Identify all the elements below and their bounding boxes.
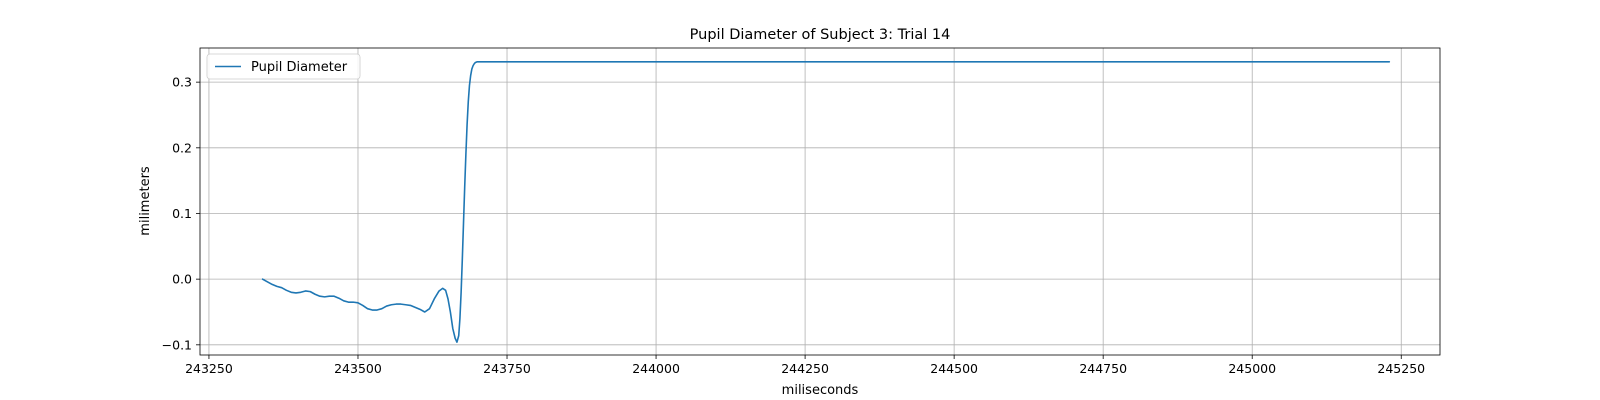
legend-label: Pupil Diameter [251,60,348,75]
x-tick-label: 244000 [632,361,680,376]
x-tick-label: 245250 [1377,361,1425,376]
y-tick-label: 0.0 [172,272,192,287]
y-axis-label: milimeters [138,166,153,236]
legend: Pupil Diameter [206,53,361,80]
x-tick-label: 243250 [185,361,233,376]
x-tick-label: 244250 [781,361,829,376]
y-tick-label: −0.1 [162,337,192,352]
chart-title: Pupil Diameter of Subject 3: Trial 14 [690,27,951,43]
x-tick-label: 243500 [334,361,382,376]
ticks: 243250 243500 243750 244000 244250 244500 2447… [162,75,1426,376]
x-tick-label: 245000 [1228,361,1276,376]
x-tick-label: 244750 [1079,361,1127,376]
x-tick-label: 243750 [483,361,531,376]
x-axis-label: miliseconds [782,383,859,398]
legend-box [206,53,361,80]
x-tick-label: 244500 [930,361,978,376]
y-tick-label: 0.3 [172,75,192,90]
plot-frame [199,47,1441,356]
plot-area [200,48,1440,355]
y-tick-label: 0.1 [172,206,192,221]
series-line-pupil-diameter [261,60,1391,343]
grid [200,48,1440,355]
y-tick-label: 0.2 [172,140,192,155]
